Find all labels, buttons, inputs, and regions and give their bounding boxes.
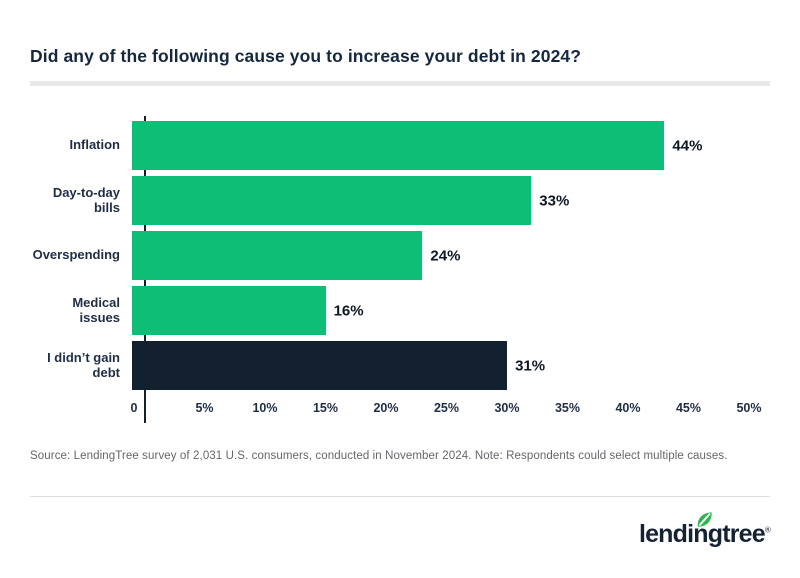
source-note: Source: LendingTree survey of 2,031 U.S.… [30, 450, 728, 462]
x-tick-label: 40% [615, 401, 641, 415]
bar-track: 31% [132, 341, 737, 390]
value-label: 33% [539, 192, 570, 209]
x-tick-label: 20% [373, 401, 399, 415]
category-label: I didn’t gain debt [47, 349, 120, 380]
x-tick-label: 10% [252, 401, 278, 415]
x-tick-label: 5% [195, 401, 214, 415]
value-label: 24% [430, 247, 461, 264]
category-label: Inflation [69, 137, 120, 153]
leaf-icon [697, 512, 712, 527]
bar-track: 24% [132, 231, 737, 280]
x-tick-label: 30% [494, 401, 520, 415]
bar [132, 176, 532, 225]
category-label: Medical issues [72, 294, 120, 325]
bar [132, 341, 508, 390]
x-tick-label: 25% [433, 401, 460, 415]
chart-row: I didn’t gain debt 31% [30, 341, 770, 390]
chart-row: Day-to-day bills 33% [30, 176, 770, 225]
category-label: Day-to-day bills [52, 184, 120, 215]
bar [132, 121, 665, 170]
chart-row: Inflation 44% [30, 121, 770, 170]
chart-title: Did any of the following cause you to in… [30, 46, 582, 66]
chart-row: Medical issues 16% [30, 286, 770, 335]
value-label: 16% [333, 302, 364, 319]
x-tick-label: 50% [736, 401, 762, 415]
chart-row: Overspending 24% [30, 231, 770, 280]
x-tick-label: 35% [554, 401, 581, 415]
value-label: 31% [515, 357, 546, 374]
x-tick-label: 45% [675, 401, 702, 415]
value-label: 44% [672, 137, 703, 154]
logo-wordmark: lendingtree® [639, 512, 771, 549]
footer-divider [30, 496, 770, 497]
chart-rows: Inflation 44% Day-to-day bills 33% Overspend… [30, 121, 770, 390]
bar [132, 286, 326, 335]
x-tick-label: 0 [130, 401, 138, 415]
x-axis-ticks: 0 5% 10% 15% 20% 25% 30% 35% 40% 45% 50% [131, 390, 762, 422]
lendingtree-logo: lendingtree® [639, 512, 771, 557]
bar-track: 16% [132, 286, 737, 335]
bar [132, 231, 423, 280]
bar-chart: Inflation 44% Day-to-day bills 33% Overspend… [30, 116, 770, 423]
title-divider [30, 81, 770, 86]
bar-track: 44% [132, 121, 737, 170]
registered-trademark: ® [764, 525, 771, 535]
category-label: Overspending [32, 247, 120, 263]
x-tick-label: 15% [312, 401, 339, 415]
bar-track: 33% [132, 176, 737, 225]
